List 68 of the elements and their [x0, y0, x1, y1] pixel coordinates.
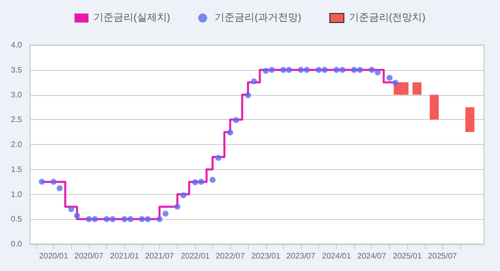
point	[104, 216, 110, 222]
point	[280, 66, 286, 73]
point	[68, 206, 74, 212]
point	[198, 178, 204, 185]
y-tick-label: 1.5	[10, 164, 23, 174]
point	[322, 66, 328, 73]
point	[156, 216, 163, 222]
x-tick-label: 2024/01	[322, 252, 352, 260]
point	[251, 78, 257, 84]
x-tick-label: 2024/07	[357, 252, 387, 260]
point	[339, 66, 346, 73]
point	[368, 66, 375, 73]
point	[50, 178, 57, 185]
legend-label: 기준금리(과거전망)	[214, 12, 302, 24]
y-tick-label: 2.0	[10, 140, 23, 149]
point	[356, 66, 363, 73]
x-tick-label: 2025/07	[428, 252, 458, 260]
point	[227, 130, 234, 136]
x-tick-label: 2020/07	[74, 252, 104, 260]
point	[180, 192, 186, 198]
point	[268, 66, 275, 73]
point	[38, 178, 45, 185]
point	[127, 216, 134, 222]
x-tick-label: 2025/01	[392, 252, 422, 260]
point	[74, 212, 80, 219]
legend-label: 기준금리(실제치)	[94, 12, 170, 24]
point	[86, 216, 92, 222]
point	[210, 176, 216, 183]
bar	[465, 107, 474, 132]
x-tick-label: 2022/07	[216, 252, 246, 260]
point	[215, 154, 222, 161]
y-tick-label: 4.0	[10, 40, 23, 50]
point	[262, 68, 269, 74]
y-tick-label: 1.0	[10, 190, 23, 199]
x-tick-label: 2022/01	[180, 252, 210, 260]
point	[286, 66, 292, 73]
point	[245, 92, 251, 98]
x-tick-label: 2023/07	[286, 252, 316, 260]
point	[144, 216, 151, 222]
y-tick-label: 0.5	[10, 214, 23, 224]
x-tick-label: 2021/01	[110, 252, 140, 260]
y-tick-label: 3.0	[10, 90, 23, 100]
point	[192, 179, 198, 186]
legend-label: 기준금리(전망치)	[348, 12, 426, 24]
point	[121, 216, 128, 222]
point	[92, 216, 98, 222]
point	[351, 66, 358, 73]
x-tick-label: 2023/01	[251, 252, 281, 260]
point	[138, 216, 145, 222]
point	[233, 117, 240, 124]
x-tick-label: 2021/07	[145, 252, 175, 260]
point	[304, 66, 310, 73]
y-tick-label: 0.0	[10, 240, 23, 248]
point	[374, 69, 381, 76]
point	[333, 66, 340, 73]
point	[174, 204, 180, 210]
point	[162, 210, 169, 217]
point	[110, 216, 116, 222]
point	[386, 74, 393, 81]
bar	[412, 82, 422, 95]
bar	[430, 94, 439, 120]
point	[56, 185, 63, 192]
point	[316, 66, 322, 73]
point	[298, 66, 304, 73]
y-tick-label: 2.5	[10, 115, 23, 124]
x-tick-label: 2020/01	[39, 252, 69, 260]
y-tick-label: 3.5	[10, 65, 23, 74]
point	[392, 80, 399, 86]
